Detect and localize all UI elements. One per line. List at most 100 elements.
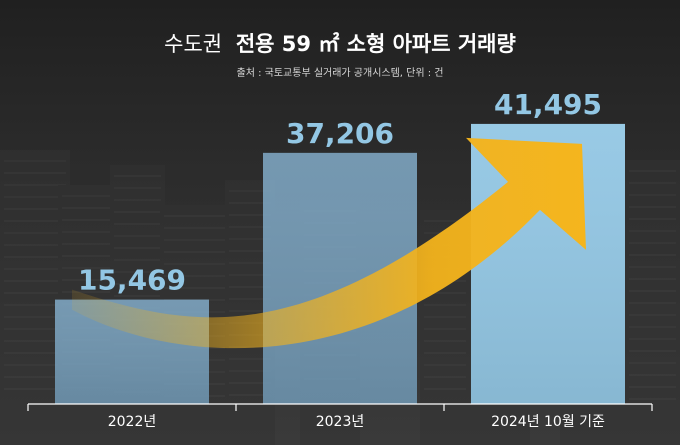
building-window-row [629,350,676,352]
building-window-row [424,388,466,390]
building-window-row [4,172,66,174]
building-window-row [4,388,66,390]
value-label-2: 37,206 [286,117,394,150]
building-window-row [629,170,676,172]
building-window-row [114,295,161,297]
building-window-row [424,376,466,378]
building-window-row [114,199,161,201]
building-window-row [4,292,66,294]
building-window-row [62,255,114,257]
building-window-row [629,302,676,304]
building-window-row [164,215,226,217]
building-window-row [629,326,676,328]
building-window-row [424,340,466,342]
category-label-2: 2023년 [316,414,365,430]
building-window-row [62,231,114,233]
building-window-row [164,227,226,229]
building-window-row [229,286,271,288]
building-window-row [62,195,114,197]
building-window-row [114,223,161,225]
building-window-row [424,352,466,354]
value-label-3: 41,495 [494,88,602,121]
building-window-row [424,292,466,294]
building-window-row [62,207,114,209]
building-window-row [114,271,161,273]
building-window-row [229,382,271,384]
building-window-row [229,214,271,216]
building-window-row [4,220,66,222]
building-window-row [62,291,114,293]
building-window-row [4,208,66,210]
building-window-row [629,314,676,316]
building-window-row [4,256,66,258]
building-window-row [62,267,114,269]
building-window-row [4,376,66,378]
building-window-row [229,274,271,276]
building-window-row [114,175,161,177]
title-region: 수도권 [164,32,222,56]
building-window-row [229,298,271,300]
building-window-row [629,182,676,184]
building-window-row [629,254,676,256]
building-window-row [4,196,66,198]
building-window-row [229,226,271,228]
building-window-row [4,280,66,282]
building-window-row [4,232,66,234]
building-window-row [629,338,676,340]
building-window-row [229,202,271,204]
category-label-3: 2024년 10월 기준 [491,414,605,430]
building-window-row [629,230,676,232]
building-window-row [114,259,161,261]
building-window-row [629,374,676,376]
building-window-row [62,279,114,281]
category-label-1: 2022년 [108,414,157,430]
building-window-row [114,247,161,249]
building-window-row [114,235,161,237]
building-window-row [4,340,66,342]
building-window-row [4,184,66,186]
value-labels: 15,469 37,206 41,495 [78,88,602,297]
x-axis: 2022년 2023년 2024년 10월 기준 [27,403,653,430]
building-window-row [4,364,66,366]
building-window-row [164,251,226,253]
building-window-row [629,266,676,268]
building-window-row [229,250,271,252]
building-window-row [629,206,676,208]
building-window-row [629,278,676,280]
building-window-row [424,304,466,306]
chart-title: 수도권 전용 59 ㎡ 소형 아파트 거래량 [164,32,516,56]
building-window-row [424,220,466,222]
building-window-row [629,398,676,400]
building-window-row [424,364,466,366]
value-label-1: 15,469 [78,264,186,297]
building-window-row [4,268,66,270]
building-window-row [114,187,161,189]
building-window-row [229,394,271,396]
building-window-row [164,239,226,241]
building-window-row [629,194,676,196]
building-window-row [114,211,161,213]
building-window-row [164,263,226,265]
building-window-row [4,304,66,306]
building-window-row [229,262,271,264]
building-window-row [229,238,271,240]
building-window-row [629,362,676,364]
building-window-row [629,386,676,388]
building-window-row [629,290,676,292]
building-window-row [629,242,676,244]
building-window-row [4,328,66,330]
building-window-row [4,352,66,354]
building-window-row [629,218,676,220]
building-window-row [164,275,226,277]
building-window-row [229,358,271,360]
building-window-row [4,244,66,246]
growth-arrow [72,137,586,349]
building-window-row [229,310,271,312]
building-window-row [4,316,66,318]
building-window-row [424,328,466,330]
building-window-row [114,283,161,285]
building-window-row [62,243,114,245]
rising-arrow [72,137,586,349]
